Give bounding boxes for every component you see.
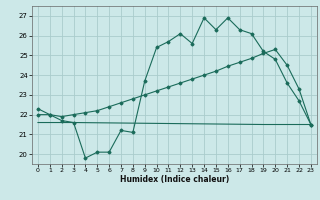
X-axis label: Humidex (Indice chaleur): Humidex (Indice chaleur): [120, 175, 229, 184]
